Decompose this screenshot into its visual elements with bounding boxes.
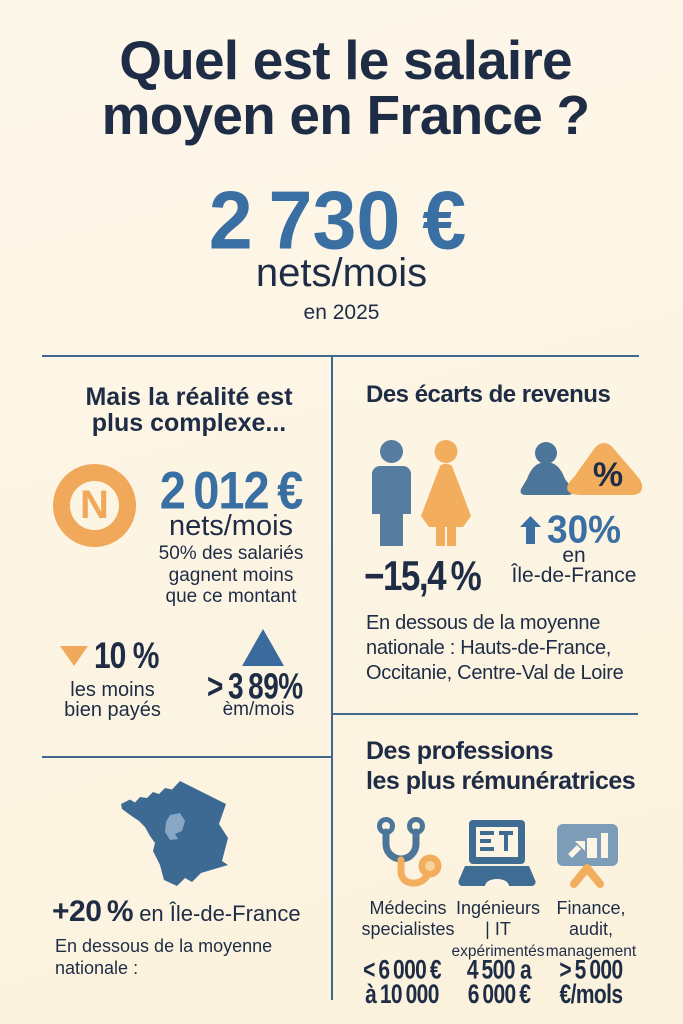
svg-text:%: % — [593, 456, 623, 494]
